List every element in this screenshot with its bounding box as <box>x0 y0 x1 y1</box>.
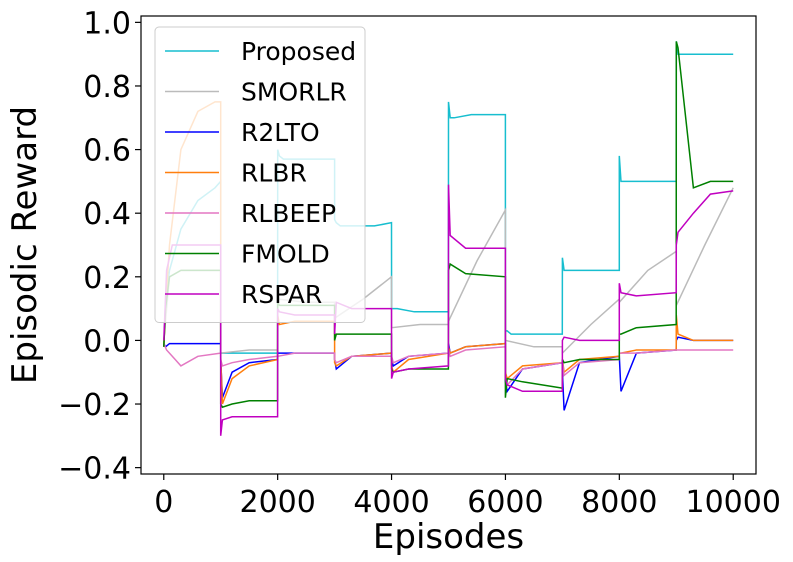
x-tick-label: 0 <box>154 485 173 520</box>
legend-label-rlbeep: RLBEEP <box>241 199 336 228</box>
legend-label-rspar: RSPAR <box>241 280 322 309</box>
y-tick-label: 0.8 <box>83 70 131 105</box>
y-tick-label: 0.4 <box>83 197 131 232</box>
plot-lines <box>163 41 734 436</box>
y-tick-label: −0.2 <box>58 388 131 423</box>
legend-label-smorlr: SMORLR <box>241 78 347 107</box>
series-line-rspar <box>163 184 734 436</box>
x-tick-label: 10000 <box>686 485 781 520</box>
y-axis-label: Episodic Reward <box>5 106 45 384</box>
y-tick-label: 0.6 <box>83 134 131 169</box>
y-tick-label: 0.2 <box>83 261 131 296</box>
x-axis-ticks: 0 2000 4000 6000 8000 10000 <box>154 474 781 520</box>
series-line-fmold <box>163 41 734 409</box>
x-tick-label: 4000 <box>353 485 429 520</box>
plot-frame <box>140 15 757 475</box>
y-tick-label: 1.0 <box>83 6 131 41</box>
legend-label-rlbr: RLBR <box>241 159 307 188</box>
legend-label-fmold: FMOLD <box>241 240 330 269</box>
series-line-rlbeep <box>163 343 734 387</box>
legend-label-proposed: Proposed <box>241 37 356 66</box>
legend-box <box>154 26 366 323</box>
legend-label-r2lto: R2LTO <box>241 118 320 147</box>
x-tick-label: 8000 <box>581 485 657 520</box>
x-tick-label: 6000 <box>467 485 543 520</box>
y-axis-ticks: −0.4 −0.2 0.0 0.2 0.4 0.6 0.8 1.0 <box>58 6 141 487</box>
x-axis-label: Episodes <box>373 517 524 557</box>
y-tick-label: −0.4 <box>58 452 131 487</box>
y-tick-label: 0.0 <box>83 324 131 359</box>
legend: Proposed SMORLR R2LTO RLBR RLBEEP FMOLD RSPAR <box>154 26 366 323</box>
x-tick-label: 2000 <box>239 485 315 520</box>
